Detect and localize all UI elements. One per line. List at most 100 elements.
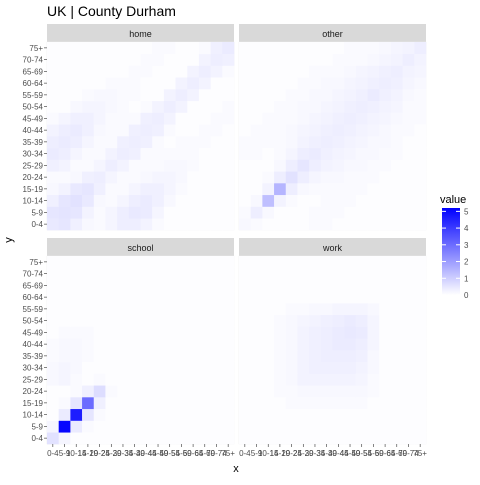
x-tick-label: 50-54 — [351, 449, 372, 458]
heatmap-cell — [140, 314, 153, 327]
heatmap-cell — [297, 361, 310, 374]
heatmap-cell — [105, 112, 118, 125]
heatmap-cell — [320, 420, 333, 433]
x-tick-label: 15-19 — [78, 449, 99, 458]
heatmap-cell — [262, 147, 275, 160]
heatmap-cell — [210, 408, 223, 421]
heatmap-cell — [140, 124, 153, 137]
heatmap-cell — [187, 147, 200, 160]
heatmap-cell — [355, 218, 368, 231]
heatmap-cell — [210, 385, 223, 398]
heatmap-cell — [82, 124, 95, 137]
legend-tick-label: 4 — [464, 224, 469, 233]
heatmap-cell — [414, 147, 427, 160]
heatmap-cell — [297, 397, 310, 410]
heatmap-cell — [367, 77, 380, 90]
heatmap-cell — [390, 326, 403, 339]
heatmap-cell — [285, 326, 298, 339]
heatmap-cell — [344, 53, 357, 66]
heatmap-cell — [93, 420, 106, 433]
heatmap-cell — [82, 338, 95, 351]
heatmap-cell — [320, 218, 333, 231]
heatmap-cell — [187, 206, 200, 219]
heatmap-cell — [222, 124, 235, 137]
heatmap-cell — [117, 338, 130, 351]
heatmap-cell — [239, 206, 251, 219]
heatmap-cell — [250, 194, 263, 207]
heatmap-cell — [274, 432, 287, 445]
heatmap-cell — [140, 147, 153, 160]
heatmap-cell — [47, 112, 59, 125]
heatmap-cell — [320, 194, 333, 207]
heatmap-cell — [187, 361, 200, 374]
heatmap-cell — [70, 385, 83, 398]
x-tick-label: 20-24 — [89, 449, 110, 458]
heatmap-cell — [222, 89, 235, 102]
heatmap-cell — [309, 279, 322, 292]
heatmap-cell — [58, 100, 71, 113]
heatmap-cell — [117, 53, 130, 66]
heatmap-cell — [285, 183, 298, 196]
heatmap-cell — [332, 267, 345, 280]
heatmap-cell — [285, 314, 298, 327]
heatmap-cell — [140, 256, 153, 269]
facet-label: work — [322, 243, 343, 253]
heatmap-cell — [117, 385, 130, 398]
y-axis-label: y — [3, 237, 15, 243]
heatmap-cell — [175, 373, 188, 386]
heatmap-cell — [320, 397, 333, 410]
heatmap-cell — [309, 291, 322, 304]
x-tick-label: 25-29 — [293, 449, 314, 458]
heatmap-cell — [70, 112, 83, 125]
heatmap-cell — [128, 408, 141, 421]
heatmap-cell — [402, 136, 415, 149]
heatmap-cell — [70, 303, 83, 316]
heatmap-cell — [285, 136, 298, 149]
heatmap-cell — [320, 136, 333, 149]
heatmap-cell — [274, 194, 287, 207]
heatmap-cell — [152, 65, 165, 78]
heatmap-cell — [128, 373, 141, 386]
y-tick-label: 50-54 — [23, 103, 44, 112]
heatmap-cell — [239, 112, 251, 125]
heatmap-cell — [297, 159, 310, 172]
heatmap-cell — [163, 338, 176, 351]
heatmap-cell — [355, 256, 368, 269]
heatmap-cell — [93, 124, 106, 137]
heatmap-cell — [332, 206, 345, 219]
heatmap-cell — [402, 432, 415, 445]
heatmap-cell — [274, 326, 287, 339]
heatmap-cell — [239, 124, 251, 137]
heatmap-cell — [93, 291, 106, 304]
heatmap-cell — [47, 385, 59, 398]
heatmap-cell — [82, 112, 95, 125]
heatmap-cell — [355, 314, 368, 327]
heatmap-cell — [187, 385, 200, 398]
heatmap-cell — [128, 147, 141, 160]
y-tick-label: 10-14 — [23, 411, 44, 420]
heatmap-cell — [309, 206, 322, 219]
heatmap-cell — [274, 256, 287, 269]
heatmap-cell — [222, 42, 235, 55]
heatmap-cell — [344, 291, 357, 304]
heatmap-cell — [58, 397, 71, 410]
heatmap-cell — [210, 77, 223, 90]
heatmap-cell — [198, 89, 211, 102]
heatmap-cell — [82, 89, 95, 102]
y-tick-label: 5-9 — [31, 422, 43, 431]
heatmap-cell — [239, 100, 251, 113]
heatmap-cell — [344, 420, 357, 433]
heatmap-cell — [222, 112, 235, 125]
heatmap-cell — [344, 171, 357, 184]
heatmap-cell — [320, 267, 333, 280]
heatmap-cell — [93, 314, 106, 327]
x-tick-label: 60-64 — [375, 449, 396, 458]
heatmap-cell — [128, 65, 141, 78]
heatmap-cell — [140, 326, 153, 339]
heatmap-cell — [262, 112, 275, 125]
heatmap-cell — [128, 338, 141, 351]
facet-strip — [47, 24, 234, 42]
heatmap-cell — [163, 385, 176, 398]
heatmap-cell — [128, 303, 141, 316]
heatmap-cell — [239, 159, 251, 172]
